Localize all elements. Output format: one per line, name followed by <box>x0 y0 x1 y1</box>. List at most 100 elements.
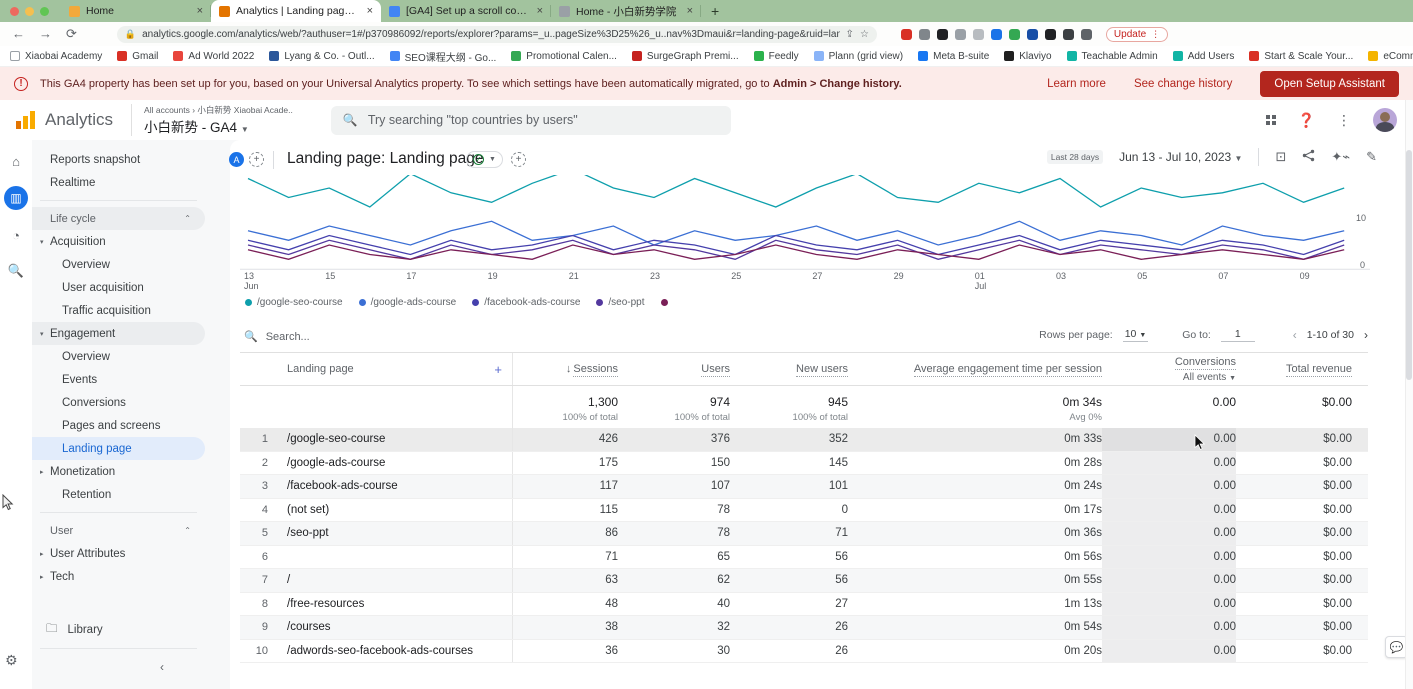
table-row[interactable]: 7 / 63 62 56 0m 55s 0.00 $0.00 <box>240 569 1368 593</box>
landing-page-cell[interactable]: /adwords-seo-facebook-ads-courses <box>280 639 513 662</box>
goto-page-input[interactable]: 1 <box>1220 328 1255 342</box>
add-column-icon[interactable]: + <box>494 361 502 377</box>
close-tab-icon[interactable]: × <box>366 5 373 17</box>
add-filter-button[interactable]: + <box>511 152 526 167</box>
browser-tab-3[interactable]: Home - 小白新势学院 × <box>551 0 701 22</box>
mail-black-ext[interactable] <box>936 28 948 40</box>
address-bar[interactable]: 🔒 analytics.google.com/analytics/web/?au… <box>116 25 877 43</box>
date-range-selector[interactable]: Jun 13 - Jul 10, 2023 ▼ <box>1119 150 1243 164</box>
new-tab-button[interactable]: + <box>711 3 720 19</box>
column-header-users[interactable]: Users <box>701 363 730 377</box>
collapse-arrow-icon[interactable]: ▸ <box>40 573 44 581</box>
column-header-total-revenue[interactable]: Total revenue <box>1285 363 1352 377</box>
sidebar-item-events[interactable]: Events <box>32 368 205 391</box>
bookmark-item[interactable]: Xiaobai Academy <box>10 51 102 62</box>
explore-icon[interactable]: ◔ <box>12 227 20 243</box>
expand-arrow-icon[interactable]: ▾ <box>40 238 44 246</box>
sidebar-item-tech[interactable]: ▸ Tech <box>32 565 205 588</box>
section-collapse-icon[interactable]: ⌃ <box>184 214 191 223</box>
sidebar-item-user-attributes[interactable]: ▸ User Attributes <box>32 542 205 565</box>
column-header-landing-page[interactable]: Landing page + <box>280 353 513 385</box>
bookmark-item[interactable]: eCommerce Case... <box>1368 51 1413 62</box>
property-switcher[interactable]: All accounts › 小白新势 Xiaobai Acade.. 小白新势… <box>131 104 293 136</box>
feedback-button[interactable]: 💬 <box>1385 636 1408 658</box>
kebab-menu-icon[interactable]: ⋮ <box>1337 111 1351 128</box>
table-row[interactable]: 6 71 65 56 0m 56s 0.00 $0.00 <box>240 545 1368 569</box>
advertising-icon[interactable]: 🔍 <box>7 263 25 278</box>
column-header-engagement[interactable]: Average engagement time per session <box>913 363 1102 377</box>
scrollbar-thumb[interactable] <box>1406 150 1412 380</box>
share-report-icon[interactable] <box>1302 149 1315 165</box>
pen-ext[interactable] <box>918 28 930 40</box>
sidebar-item-reports-snapshot[interactable]: Reports snapshot <box>32 148 205 171</box>
sessions-line-chart[interactable] <box>240 175 1370 270</box>
table-row[interactable]: 10/adwords-seo-facebook-ads-courses 36 30 2… <box>240 639 1368 663</box>
minimize-window-button[interactable] <box>25 6 34 16</box>
url-text[interactable]: analytics.google.com/analytics/web/?auth… <box>142 28 840 40</box>
breadcrumb[interactable]: All accounts › 小白新势 Xiaobai Acade.. <box>144 105 293 115</box>
reports-icon[interactable]: ▥ <box>4 186 28 210</box>
column-header-conversions[interactable]: Conversions All events ▼ <box>1174 355 1236 383</box>
next-page-icon[interactable]: › <box>1364 328 1368 342</box>
add-comparison-button[interactable]: + <box>249 152 264 167</box>
dark-ext[interactable] <box>1080 28 1092 40</box>
bookmark-item[interactable]: Plann (grid view) <box>813 51 903 62</box>
sidebar-item-user[interactable]: User ⌃ <box>32 519 205 542</box>
bookmark-item[interactable]: SEO课程大纲 - Go... <box>389 49 496 64</box>
table-row[interactable]: 2/google-ads-course 175 150 145 0m 28s 0.00 $0… <box>240 451 1368 475</box>
sidebar-item-monetization[interactable]: ▸ Monetization <box>32 460 205 483</box>
admin-gear-icon[interactable]: ⚙ <box>5 652 18 668</box>
avatar[interactable] <box>1373 108 1397 132</box>
analytics-logo-icon[interactable] <box>16 111 35 129</box>
sidebar-item-traffic-acquisition[interactable]: Traffic acquisition <box>32 299 205 322</box>
bookmark-star-icon[interactable]: ☆ <box>859 28 869 40</box>
search-input[interactable]: 🔍 Try searching "top countries by users" <box>330 105 731 135</box>
landing-page-cell[interactable]: /google-ads-course <box>280 451 513 474</box>
close-tab-icon[interactable]: × <box>686 5 693 17</box>
home-icon[interactable]: ⌂ <box>12 153 20 169</box>
bookmark-item[interactable]: Meta B-suite <box>918 51 989 62</box>
help-icon[interactable]: ❓ <box>1297 111 1315 128</box>
sidebar-item-overview[interactable]: Overview <box>32 345 205 368</box>
collapse-sidebar-icon[interactable]: ‹ <box>160 660 164 674</box>
page-scrollbar[interactable] <box>1405 100 1413 689</box>
back-button[interactable]: ← <box>12 26 25 41</box>
bookmark-item[interactable]: SurgeGraph Premi... <box>631 51 739 62</box>
browser-menu-icon[interactable]: ⋮ <box>1151 28 1161 39</box>
browser-tab-1[interactable]: Analytics | Landing page: Land × <box>211 0 381 22</box>
bookmark-item[interactable]: Teachable Admin <box>1066 51 1158 62</box>
reload-button[interactable]: ⟳ <box>66 26 77 41</box>
browser-tab-2[interactable]: [GA4] Set up a scroll conversi × <box>381 0 551 22</box>
bookmark-item[interactable]: Klaviyo <box>1004 51 1052 62</box>
lock-icon[interactable]: 🔒 <box>124 28 137 39</box>
sidebar-item-user-acquisition[interactable]: User acquisition <box>32 276 205 299</box>
landing-page-cell[interactable]: / <box>280 569 513 592</box>
insights-icon[interactable]: ✦⌁ <box>1331 149 1351 164</box>
camera-ext[interactable] <box>954 28 966 40</box>
close-tab-icon[interactable]: × <box>196 5 203 17</box>
rows-per-page-select[interactable]: 10 ▼ <box>1122 328 1149 342</box>
table-row[interactable]: 8/free-resources 48 40 27 1m 13s 0.00 $0.00 <box>240 592 1368 616</box>
table-row[interactable]: 9/courses 38 32 26 0m 54s 0.00 $0.00 <box>240 616 1368 640</box>
open-setup-assistant-button[interactable]: Open Setup Assistant <box>1260 70 1399 97</box>
edge-ext[interactable] <box>1026 28 1038 40</box>
report-status-pill[interactable]: ✓ ▼ <box>466 151 503 168</box>
contrast-ext[interactable] <box>1062 28 1074 40</box>
landing-page-cell[interactable]: /facebook-ads-course <box>280 475 513 498</box>
sidebar-item-landing-page[interactable]: Landing page <box>32 437 205 460</box>
maximize-window-button[interactable] <box>40 6 49 16</box>
bookmark-item[interactable]: Promotional Calen... <box>511 51 617 62</box>
pin-ext[interactable] <box>1044 28 1056 40</box>
sidebar-item-overview[interactable]: Overview <box>32 253 205 276</box>
bookmark-item[interactable]: Start & Scale Your... <box>1249 51 1353 62</box>
bookmark-item[interactable]: Feedly <box>753 51 799 62</box>
share-page-icon[interactable]: ⇪ <box>845 28 854 40</box>
table-row[interactable]: 5/seo-ppt 86 78 71 0m 36s 0.00 $0.00 <box>240 522 1368 546</box>
sidebar-item-life-cycle[interactable]: Life cycle ⌃ <box>32 207 205 230</box>
landing-page-cell[interactable]: (not set) <box>280 498 513 521</box>
docs-ext[interactable] <box>990 28 1002 40</box>
browser-tab-0[interactable]: Home × <box>61 0 211 22</box>
forward-button[interactable]: → <box>39 26 52 41</box>
landing-page-cell[interactable] <box>280 545 513 568</box>
table-row[interactable]: 3/facebook-ads-course 117 107 101 0m 24s 0.00… <box>240 475 1368 499</box>
